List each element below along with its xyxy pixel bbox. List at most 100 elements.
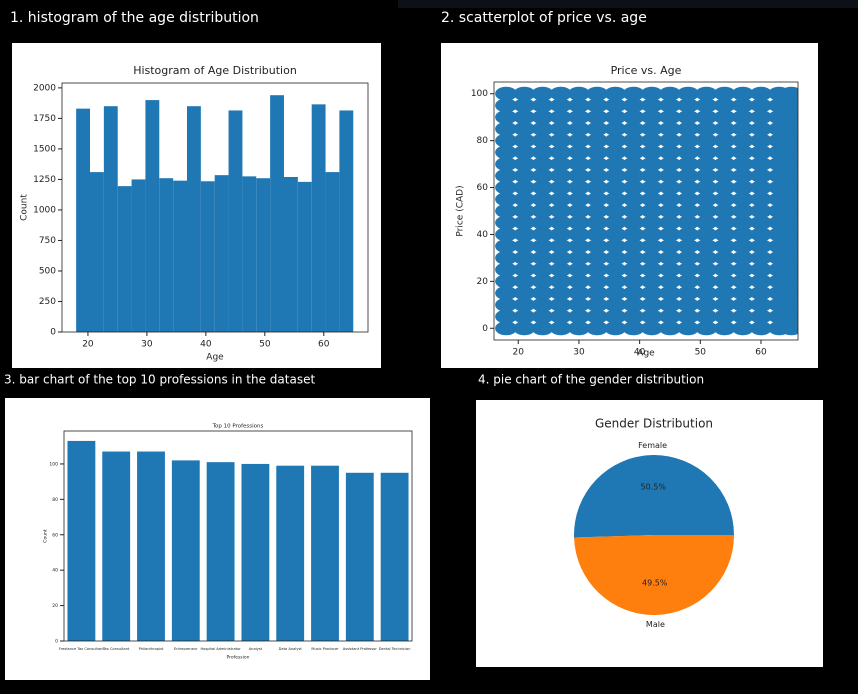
point xyxy=(640,98,663,113)
point xyxy=(513,145,536,160)
point xyxy=(513,215,536,230)
point xyxy=(658,309,681,324)
point xyxy=(749,262,772,277)
point xyxy=(780,239,798,254)
point xyxy=(749,239,772,254)
point xyxy=(640,227,663,242)
point xyxy=(531,297,554,312)
point xyxy=(622,274,645,289)
point xyxy=(658,133,681,148)
point xyxy=(622,86,645,101)
point xyxy=(695,121,718,136)
point xyxy=(622,121,645,136)
point xyxy=(531,192,554,207)
histogram-bar xyxy=(339,110,354,333)
point xyxy=(549,204,572,218)
point xyxy=(749,157,772,172)
point xyxy=(640,250,663,265)
point xyxy=(731,227,754,242)
point xyxy=(731,286,754,301)
point xyxy=(495,204,518,218)
point xyxy=(695,274,718,289)
point xyxy=(567,98,590,113)
point xyxy=(749,133,772,148)
point xyxy=(640,204,663,218)
pie-slice xyxy=(574,535,734,615)
point xyxy=(604,321,627,336)
y-tick-label: 80 xyxy=(52,497,58,503)
point xyxy=(731,121,754,136)
point xyxy=(586,297,609,312)
point xyxy=(731,274,754,289)
point xyxy=(495,180,518,195)
point xyxy=(495,297,518,312)
point xyxy=(780,309,798,324)
point xyxy=(713,121,736,136)
point xyxy=(731,110,754,125)
point xyxy=(549,192,572,207)
point xyxy=(731,215,754,230)
point xyxy=(695,215,718,230)
point xyxy=(567,309,590,324)
y-tick-label: 1500 xyxy=(33,144,56,154)
point xyxy=(549,286,572,301)
point xyxy=(749,180,772,195)
point xyxy=(731,192,754,207)
histogram-bar xyxy=(256,178,271,332)
y-tick-label: 40 xyxy=(52,568,58,574)
point xyxy=(695,86,718,101)
point xyxy=(731,168,754,183)
point xyxy=(640,286,663,301)
point xyxy=(695,145,718,160)
point xyxy=(677,286,700,301)
point xyxy=(780,297,798,312)
point xyxy=(549,274,572,289)
point xyxy=(658,145,681,160)
point xyxy=(640,274,663,289)
point xyxy=(567,321,590,336)
point xyxy=(640,262,663,277)
point xyxy=(713,262,736,277)
point xyxy=(658,215,681,230)
point xyxy=(731,309,754,324)
point xyxy=(713,321,736,336)
point xyxy=(640,86,663,101)
y-tick-label: 80 xyxy=(477,136,489,146)
point xyxy=(495,321,518,336)
point xyxy=(604,110,627,125)
point xyxy=(549,86,572,101)
point xyxy=(731,204,754,218)
point xyxy=(622,227,645,242)
y-tick-label: 1000 xyxy=(33,205,56,215)
point xyxy=(513,239,536,254)
bar xyxy=(137,451,165,641)
point xyxy=(549,168,572,183)
point xyxy=(531,98,554,113)
point xyxy=(749,145,772,160)
y-tick-label: 20 xyxy=(477,277,489,287)
point xyxy=(713,274,736,289)
pie-value-label: 49.5% xyxy=(642,578,668,587)
point xyxy=(780,204,798,218)
point xyxy=(622,309,645,324)
histogram-bar xyxy=(311,104,326,332)
point xyxy=(622,204,645,218)
point xyxy=(531,215,554,230)
point xyxy=(567,215,590,230)
point xyxy=(695,239,718,254)
bar xyxy=(311,465,339,641)
point xyxy=(495,262,518,277)
bar xyxy=(241,463,270,641)
point xyxy=(531,145,554,160)
y-axis-label: Count xyxy=(43,529,49,543)
bar xyxy=(171,460,200,641)
point xyxy=(586,250,609,265)
point xyxy=(567,86,590,101)
point xyxy=(713,86,736,101)
point xyxy=(780,157,798,172)
point xyxy=(677,215,700,230)
point xyxy=(713,192,736,207)
point xyxy=(495,274,518,289)
point xyxy=(677,250,700,265)
histogram-bar xyxy=(76,108,91,332)
